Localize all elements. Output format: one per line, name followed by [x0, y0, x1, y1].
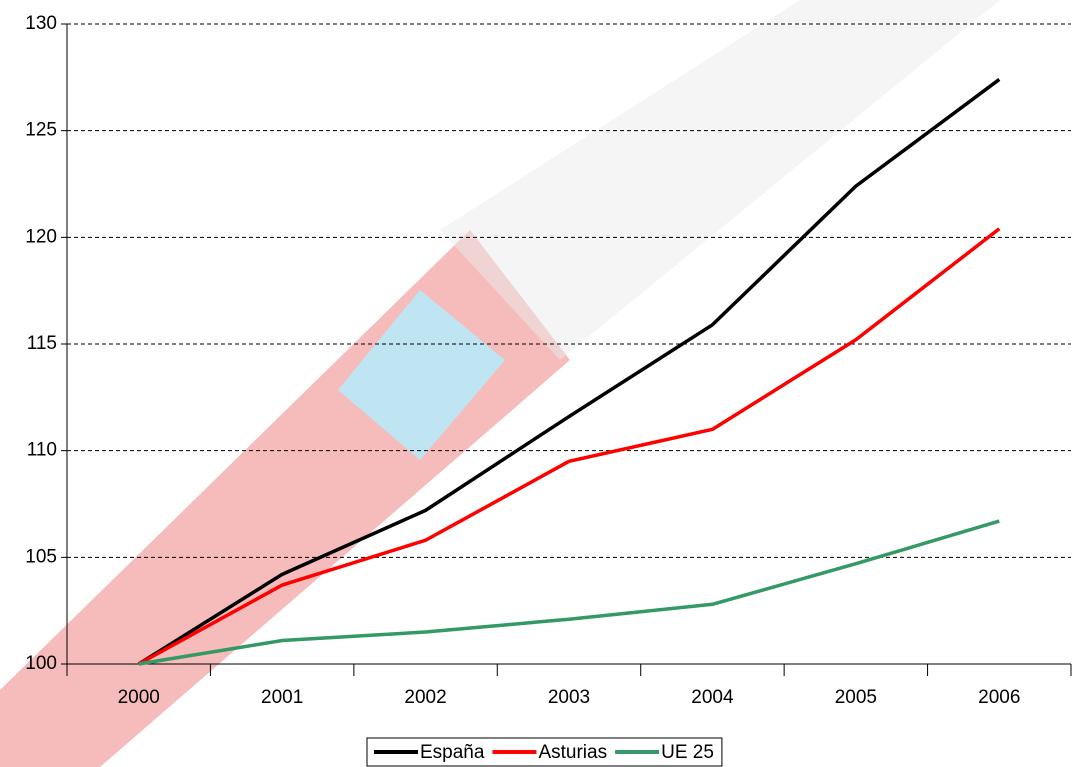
legend-label: Asturias — [538, 742, 607, 763]
watermark — [0, 0, 1000, 767]
y-tick-label: 120 — [25, 226, 57, 247]
x-tick-label: 2002 — [404, 687, 446, 708]
x-tick-label: 2005 — [835, 687, 877, 708]
legend: España Asturias UE 25 — [367, 738, 722, 766]
chart: 100 105 110 115 120 125 130 2000 2001 2002 2003 200… — [0, 0, 1073, 767]
y-tick-label: 100 — [25, 653, 57, 674]
y-tick-label: 130 — [25, 13, 57, 34]
watermark-stripe — [440, 0, 1000, 360]
x-tick-label: 2000 — [118, 687, 160, 708]
y-tick-label: 105 — [25, 546, 57, 567]
y-tick-label: 125 — [25, 120, 57, 141]
x-tick-label: 2001 — [261, 687, 303, 708]
y-tick-label: 110 — [27, 440, 57, 461]
legend-label: UE 25 — [661, 742, 714, 763]
x-tick-label: 2003 — [548, 687, 590, 708]
x-tick-label: 2006 — [978, 687, 1020, 708]
legend-label: España — [420, 742, 485, 763]
x-tick-label: 2004 — [691, 687, 734, 708]
y-tick-label: 115 — [27, 333, 57, 354]
